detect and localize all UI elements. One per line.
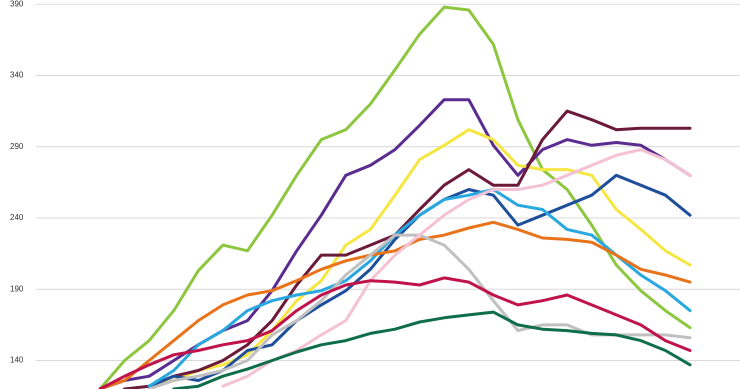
series-line (98, 220, 692, 389)
y-tick-label: 390 (10, 0, 24, 8)
series-line (147, 188, 692, 388)
series-line (123, 109, 692, 389)
series-line (221, 148, 692, 388)
y-tick-label: 240 (10, 213, 24, 222)
series-line (172, 310, 692, 389)
y-tick-label: 290 (10, 142, 24, 151)
series-line (147, 128, 692, 388)
series-line (98, 5, 692, 389)
y-tick-label: 140 (10, 356, 24, 365)
series-line (98, 276, 692, 389)
y-tick-label: 190 (10, 284, 24, 293)
y-tick-label: 340 (10, 71, 24, 80)
